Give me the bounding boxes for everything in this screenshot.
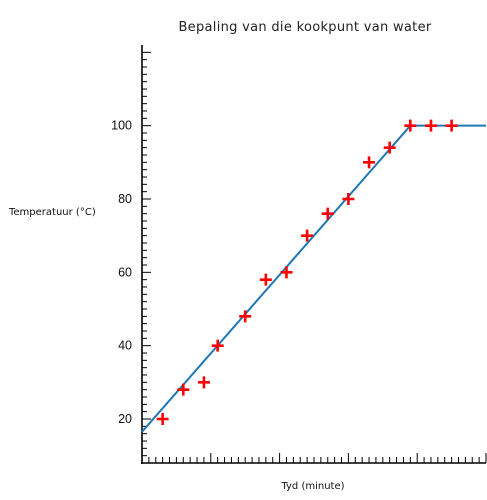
data-point-marker <box>404 119 417 132</box>
data-point-marker <box>424 119 437 132</box>
y-tick-label: 80 <box>118 192 132 206</box>
x-axis-label: Tyd (minute) <box>280 481 344 492</box>
y-tick-label: 60 <box>118 265 132 279</box>
chart-title: Bepaling van die kookpunt van water <box>178 20 431 35</box>
data-point-marker <box>259 273 272 286</box>
data-point-marker <box>445 119 458 132</box>
data-point-marker <box>211 339 224 352</box>
trend-line <box>141 124 486 433</box>
y-axis-label: Temperatuur (°C) <box>8 207 96 218</box>
data-point-marker <box>156 413 169 425</box>
data-point-marker <box>321 207 334 220</box>
y-tick-label: 20 <box>118 412 132 426</box>
data-point-marker <box>342 193 355 205</box>
y-tick-label: 40 <box>118 339 132 353</box>
data-point-marker <box>301 229 314 242</box>
data-point-marker <box>363 156 376 169</box>
data-point-marker <box>383 141 396 154</box>
data-point-marker <box>177 383 190 396</box>
plot-area: 20 40 60 80 100 <box>111 45 487 464</box>
data-point-marker <box>197 376 210 389</box>
data-point-marker <box>239 310 252 323</box>
y-tick-label: 100 <box>111 119 132 133</box>
data-point-marker <box>280 266 293 279</box>
